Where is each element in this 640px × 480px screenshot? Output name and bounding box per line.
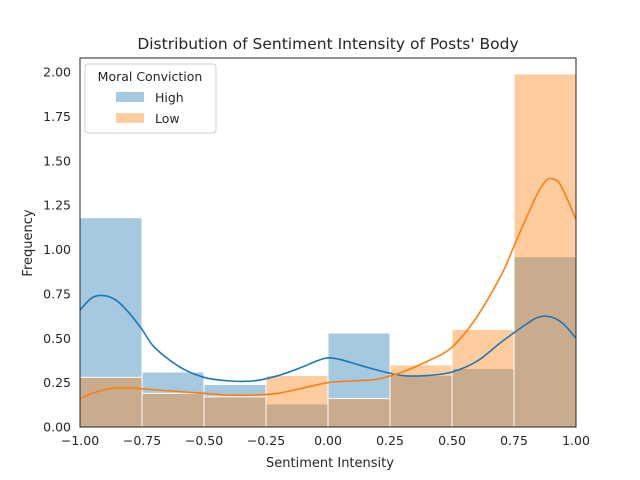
- bar-high-0: [79, 217, 143, 428]
- bar-low-1: [141, 392, 205, 428]
- y-axis: 0.00 0.25 0.50 0.75 1.00 1.25 1.50 1.75 2.00: [43, 65, 71, 435]
- y-tick-label: 2.00: [43, 65, 71, 80]
- x-tick-label: 0.25: [376, 433, 404, 448]
- y-tick-label: 0.75: [43, 286, 71, 301]
- bars-low: [79, 73, 577, 428]
- bar-low-6: [451, 328, 515, 428]
- bar-high-7: [513, 256, 577, 428]
- y-tick-label: 1.50: [43, 153, 71, 168]
- y-tick-label: 0.25: [43, 375, 71, 390]
- bar-high-1: [141, 371, 205, 428]
- bar-low-2: [203, 396, 267, 428]
- x-tick-label: 0.50: [438, 433, 466, 448]
- x-tick-label: −0.25: [247, 433, 285, 448]
- legend-label-low: Low: [155, 111, 180, 126]
- bar-low-4: [327, 398, 391, 428]
- x-tick-label: −0.75: [123, 433, 161, 448]
- kde-line-low: [79, 177, 577, 400]
- legend: Moral Conviction High Low: [84, 63, 217, 134]
- x-tick-label: 0.75: [500, 433, 528, 448]
- chart-title: Distribution of Sentiment Intensity of P…: [137, 35, 518, 53]
- bar-low-0: [79, 376, 143, 428]
- legend-title: Moral Conviction: [98, 69, 203, 84]
- kde-line-high: [79, 294, 577, 383]
- y-tick-label: 1.00: [43, 242, 71, 257]
- legend-frame: [84, 63, 217, 134]
- y-axis-label: Frequency: [21, 209, 36, 276]
- y-tick-label: 1.75: [43, 109, 71, 124]
- legend-swatch-low: [116, 113, 144, 123]
- x-tick-label: 1.00: [562, 433, 590, 448]
- plot-area: [79, 57, 577, 428]
- bar-high-2: [203, 383, 267, 428]
- x-axis: −1.00 −0.75 −0.50 −0.25 0.00 0.25 0.50 0.75 1.00: [61, 433, 590, 448]
- bar-low-3: [265, 375, 329, 428]
- y-tick-label: 1.25: [43, 198, 71, 213]
- x-tick-label: −0.50: [185, 433, 223, 448]
- legend-swatch-high: [116, 92, 144, 102]
- x-axis-label: Sentiment Intensity: [266, 456, 394, 471]
- y-tick-label: 0.00: [43, 420, 71, 435]
- y-tick-label: 0.50: [43, 331, 71, 346]
- legend-label-high: High: [155, 90, 184, 105]
- axes-frame: [79, 57, 577, 428]
- bar-low-7: [513, 73, 577, 428]
- x-tick-label: 0.00: [314, 433, 342, 448]
- x-tick-label: −1.00: [61, 433, 99, 448]
